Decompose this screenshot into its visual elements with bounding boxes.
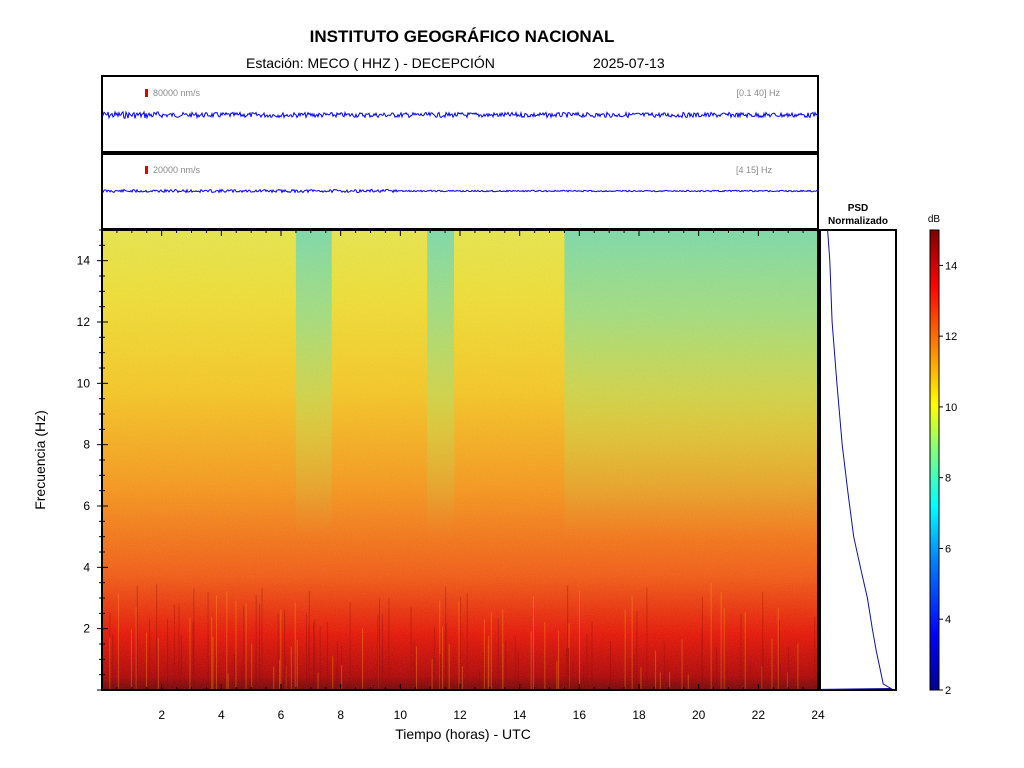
x-tick-label: 16 [573, 708, 587, 722]
scale-label: 80000 nm/s [153, 88, 201, 98]
scale-label: 20000 nm/s [153, 165, 201, 175]
y-tick-label: 12 [77, 315, 91, 329]
x-tick-label: 8 [337, 708, 344, 722]
y-tick-label: 14 [77, 254, 91, 268]
x-tick-label: 2 [158, 708, 165, 722]
colorbar-label: dB [928, 214, 941, 225]
colorbar: dB 2 4 6 8 10 12 14 [928, 214, 957, 697]
scale-bar-icon [145, 89, 148, 97]
colorbar-tick-label: 12 [945, 331, 957, 343]
seismogram-trace-filtered [101, 188, 819, 194]
seismogram-panel-filtered: 20000 nm/s [4 15] Hz [101, 153, 819, 230]
seismogram-trace-broadband [101, 110, 819, 120]
y-tick-label: 6 [83, 499, 90, 513]
psd-panel: PSD Normalizado [819, 203, 897, 691]
y-tick-label: 8 [83, 438, 90, 452]
x-tick-label: 20 [692, 708, 706, 722]
y-axis-label: Frecuencia (Hz) [32, 410, 48, 510]
colorbar-tick-label: 2 [945, 685, 951, 697]
x-tick-label: 4 [218, 708, 225, 722]
band-label: [4 15] Hz [736, 165, 773, 175]
y-tick-label: 10 [77, 376, 91, 390]
date-label: 2025-07-13 [593, 55, 665, 71]
colorbar-tick-label: 6 [945, 543, 951, 555]
x-tick-label: 14 [513, 708, 527, 722]
page-title: INSTITUTO GEOGRÁFICO NACIONAL [309, 27, 615, 46]
seismogram-panel-broadband: 80000 nm/s [0.1 40] Hz [101, 75, 819, 153]
x-tick-label: 22 [752, 708, 766, 722]
x-tick-label: 24 [811, 708, 825, 722]
psd-curve [821, 229, 893, 690]
psd-title: PSD [848, 203, 869, 214]
band-label: [0.1 40] Hz [736, 88, 780, 98]
x-tick-label: 12 [453, 708, 467, 722]
y-tick-label: 2 [83, 622, 90, 636]
psd-subtitle: Normalizado [828, 216, 888, 227]
colorbar-tick-label: 14 [945, 260, 957, 272]
y-tick-label: 4 [83, 560, 90, 574]
x-tick-label: 6 [278, 708, 285, 722]
station-label: Estación: MECO ( HHZ ) - DECEPCIÓN [246, 55, 495, 71]
colorbar-tick-label: 8 [945, 473, 951, 485]
scale-bar-icon [145, 166, 148, 174]
x-axis-label: Tiempo (horas) - UTC [395, 726, 531, 742]
colorbar-tick-label: 4 [945, 614, 951, 626]
x-tick-label: 10 [394, 708, 408, 722]
colorbar-tick-label: 10 [945, 402, 957, 414]
x-tick-label: 18 [632, 708, 646, 722]
